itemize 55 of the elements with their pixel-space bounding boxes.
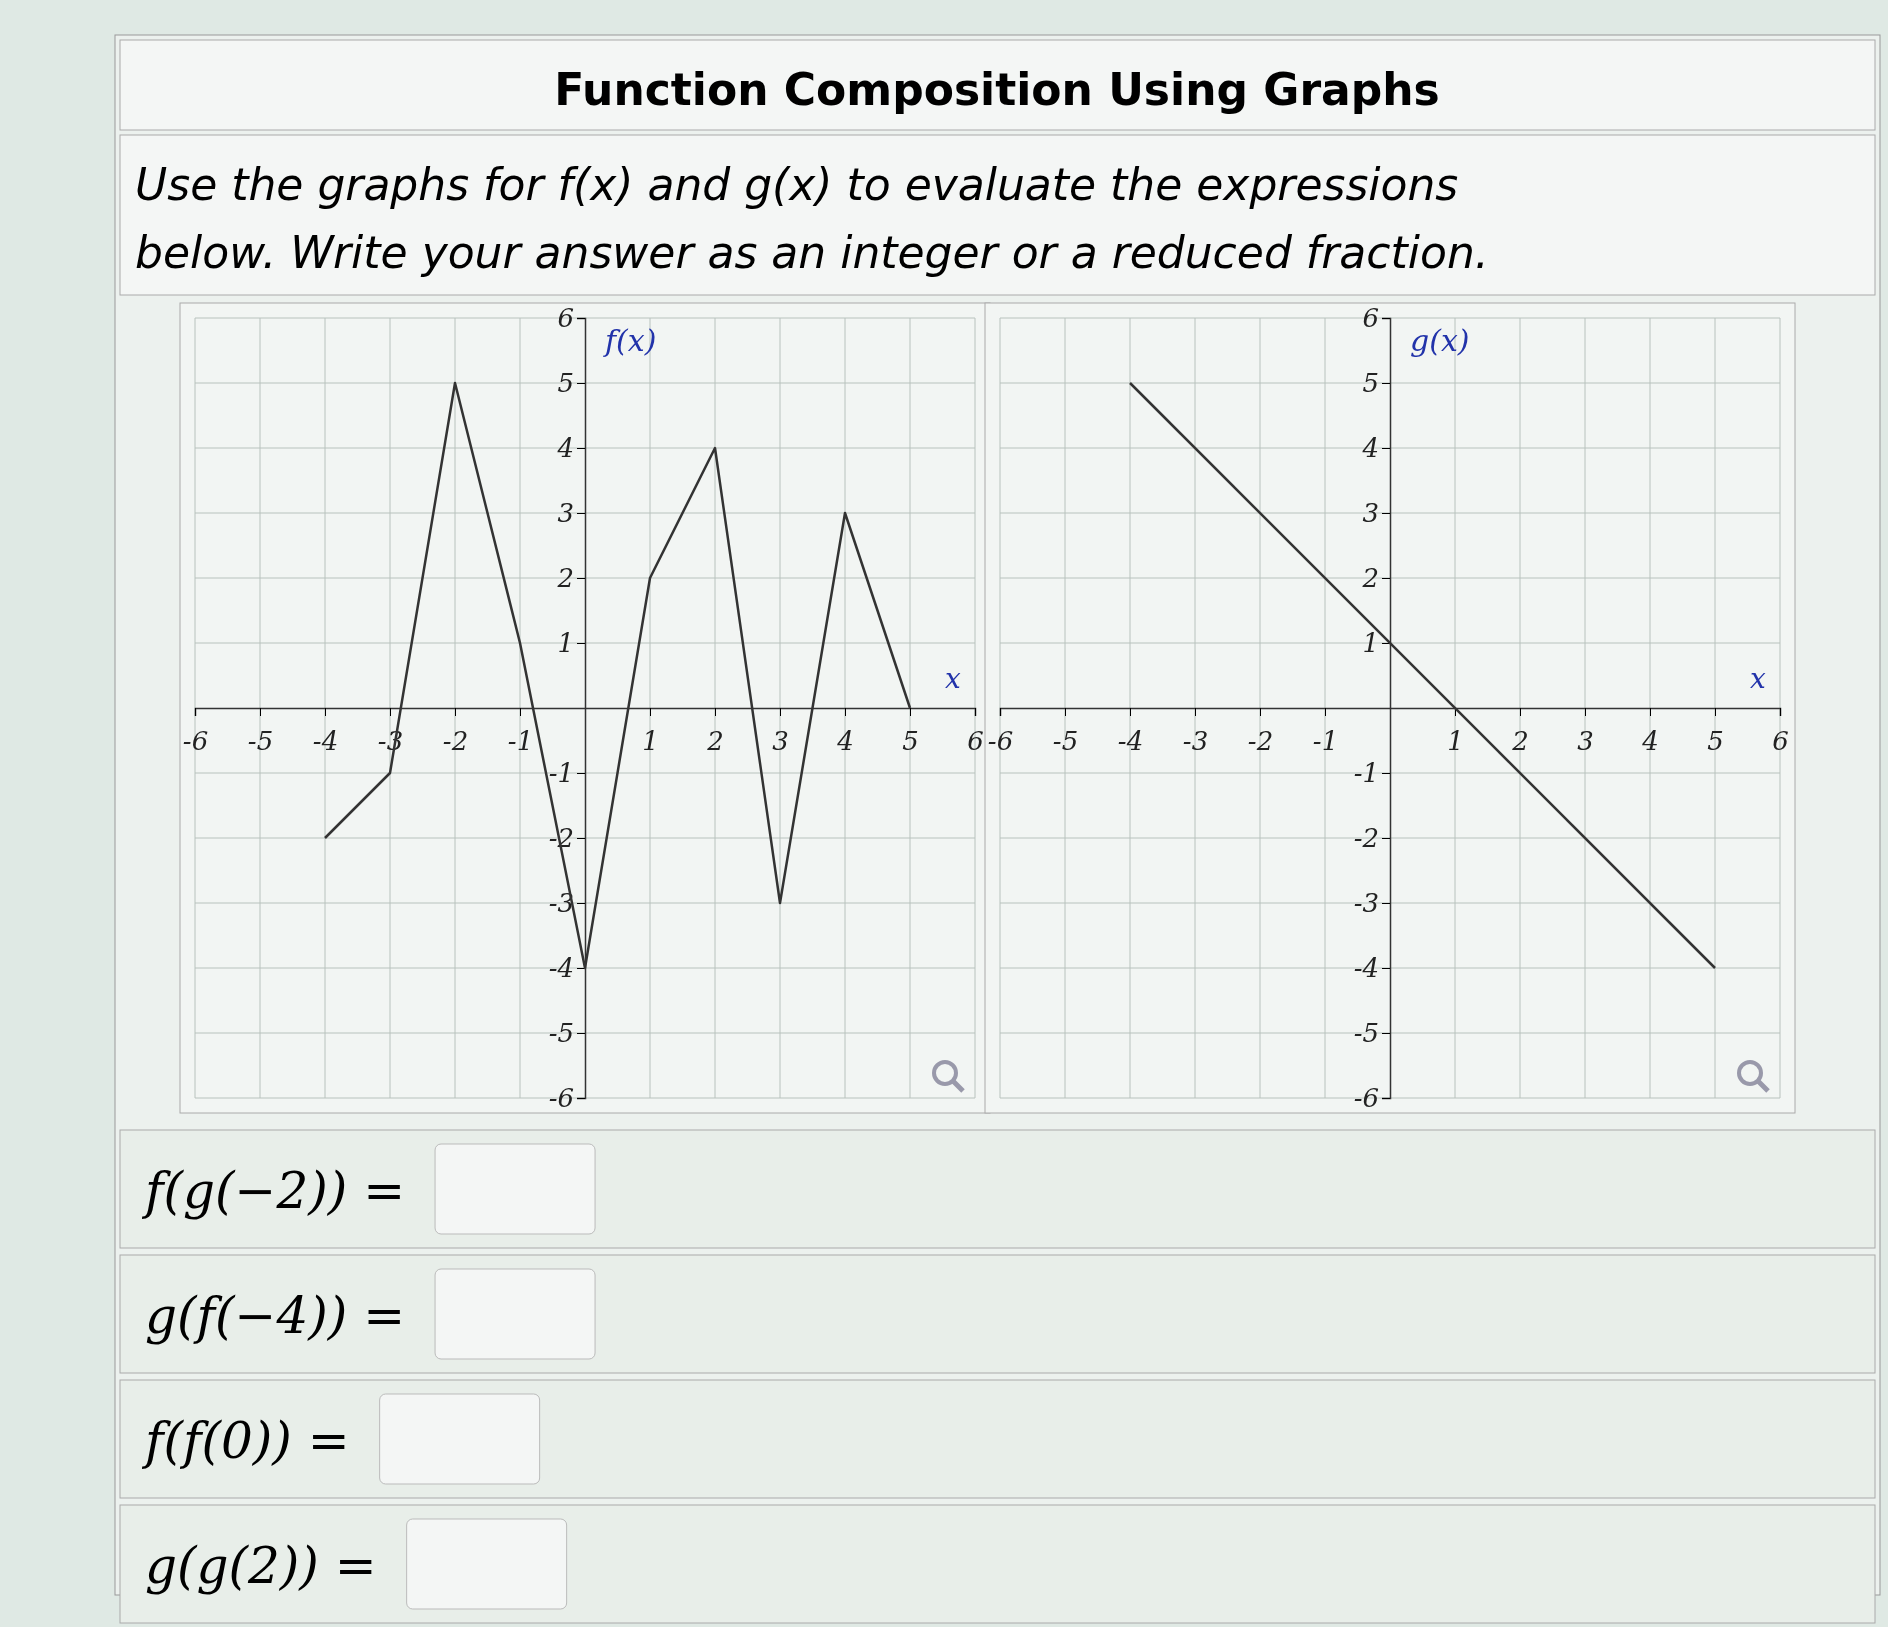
y-tick-label: 2 [556, 562, 574, 593]
x-tick-label: 1 [1447, 726, 1464, 757]
y-tick-label: 5 [557, 367, 574, 398]
x-tick-label: 1 [642, 726, 659, 757]
x-axis-title: x [1750, 662, 1766, 695]
x-tick-label: -4 [312, 726, 339, 757]
text: Function Composition Using Graphs [554, 64, 1440, 115]
y-tick-label: -4 [548, 952, 574, 983]
y-tick-label: 4 [556, 432, 574, 463]
y-tick-label: 3 [1362, 497, 1379, 528]
text: g(f(−4)) = [145, 1287, 406, 1345]
y-tick-label: 2 [1361, 562, 1379, 593]
y-tick-label: -4 [1353, 952, 1379, 983]
x-tick-label: -1 [507, 726, 534, 757]
y-tick-label: -6 [1353, 1082, 1379, 1113]
x-tick-label: 4 [836, 726, 854, 757]
x-tick-label: -2 [442, 726, 469, 757]
x-tick-label: -5 [247, 726, 274, 757]
x-tick-label: -5 [1052, 726, 1079, 757]
y-tick-label: 4 [1361, 432, 1379, 463]
y-axis-title: f(x) [603, 322, 657, 358]
x-tick-label: 3 [1577, 726, 1594, 757]
text: g(g(2)) = [145, 1537, 377, 1595]
text: f(f(0)) = [141, 1412, 350, 1470]
x-tick-label: 5 [902, 726, 919, 757]
y-tick-label: -1 [548, 757, 574, 788]
y-tick-label: -5 [1353, 1017, 1379, 1048]
y-tick-label: 3 [557, 497, 574, 528]
x-tick-label: 6 [1772, 726, 1789, 757]
x-tick-label: -6 [182, 726, 209, 757]
text: Use the graphs for f(x) and g(x) to evaluate the expressions below. Write your answer as an integer or a reduced fraction. [135, 159, 1489, 278]
y-tick-label: -2 [1353, 822, 1379, 853]
y-tick-label: 1 [557, 627, 574, 658]
x-tick-label: 2 [706, 726, 724, 757]
text: f(g(−2)) = [141, 1162, 406, 1220]
x-tick-label: 4 [1641, 726, 1659, 757]
y-tick-label: -5 [548, 1017, 574, 1048]
y-tick-label: 5 [1362, 367, 1379, 398]
x-tick-label: -1 [1312, 726, 1339, 757]
x-tick-label: -2 [1247, 726, 1274, 757]
y-tick-label: 6 [557, 302, 574, 333]
y-tick-label: 1 [1362, 627, 1379, 658]
x-tick-label: -6 [987, 726, 1014, 757]
y-tick-label: -6 [548, 1082, 574, 1113]
x-axis-title: x [945, 662, 961, 695]
x-tick-label: -3 [1182, 726, 1209, 757]
y-tick-label: 6 [1362, 302, 1379, 333]
x-tick-label: -4 [1117, 726, 1144, 757]
y-tick-label: -3 [1353, 887, 1379, 918]
x-tick-label: 2 [1511, 726, 1529, 757]
x-tick-label: 6 [967, 726, 984, 757]
x-tick-label: 3 [772, 726, 789, 757]
y-axis-title: g(x) [1410, 322, 1470, 358]
x-tick-label: 5 [1707, 726, 1724, 757]
y-tick-label: -1 [1353, 757, 1379, 788]
